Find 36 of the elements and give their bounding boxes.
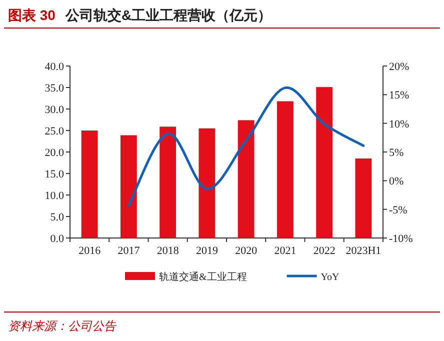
y-tick-label: 40.0 [44, 61, 64, 73]
bar [120, 135, 137, 238]
bar [81, 130, 98, 238]
y2-tick-label: 5% [389, 147, 404, 159]
x-tick-label: 2020 [235, 245, 258, 257]
text: 资料来源：公司公告 [8, 319, 117, 333]
y2-tick-label: -5% [389, 204, 408, 216]
y-tick-label: 25.0 [44, 126, 64, 138]
y-tick-label: 15.0 [44, 168, 64, 180]
x-tick-label: 2017 [118, 245, 140, 257]
y2-tick-label: 0% [389, 176, 404, 188]
x-tick-label: 2023H1 [346, 245, 382, 257]
y-tick-label: 30.0 [44, 104, 64, 116]
bar [276, 101, 294, 238]
y2-tick-label: 10% [389, 118, 410, 130]
bar [355, 158, 372, 238]
y-tick-label: 10.0 [44, 190, 64, 202]
y-tick-label: 35.0 [44, 82, 64, 94]
y-tick-label: 20.0 [44, 147, 64, 159]
y2-tick-label: 15% [389, 90, 410, 102]
bar [160, 126, 176, 238]
x-tick-label: 2018 [156, 245, 180, 257]
legend-label: YoY [320, 272, 340, 283]
bar [238, 120, 254, 238]
bar [316, 87, 333, 238]
y-tick-label: 0.0 [50, 233, 64, 245]
y-tick-label: 5.0 [50, 212, 64, 224]
bar [198, 128, 216, 238]
x-tick-label: 2022 [313, 245, 336, 257]
x-tick-label: 2016 [78, 245, 102, 257]
legend-label: 轨道交通&工业工程 [159, 271, 247, 283]
x-tick-label: 2019 [196, 245, 218, 257]
chart-title: 图表 30 公司轨交&工业工程营收（亿元） [8, 7, 272, 23]
y2-tick-label: 20% [389, 61, 410, 73]
x-tick-label: 2021 [274, 245, 296, 257]
y2-tick-label: -10% [389, 233, 413, 245]
